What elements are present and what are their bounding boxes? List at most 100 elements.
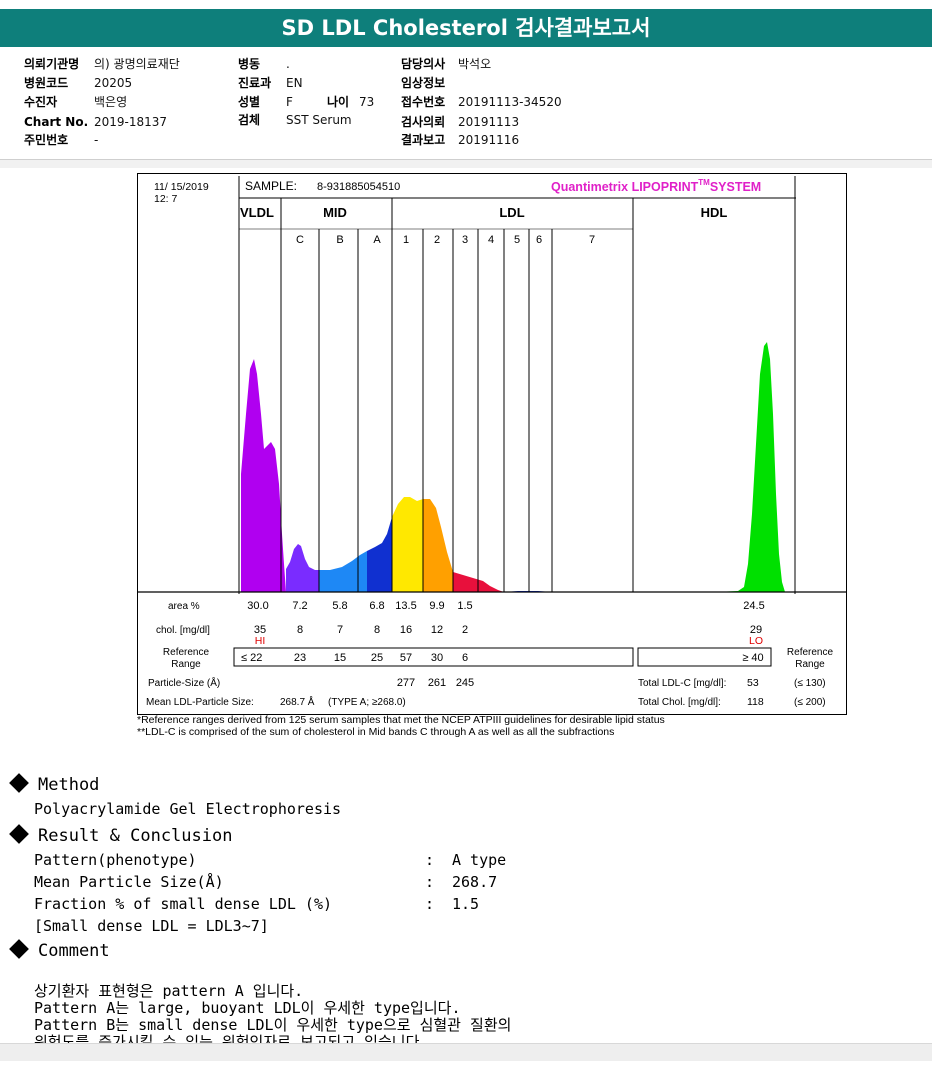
row-label-ref: Reference Range <box>163 647 210 670</box>
area-mid-c: 7.2 <box>292 600 307 612</box>
result-value-size: 268.7 <box>452 873 498 891</box>
rrn-field: 주민번호 - <box>24 133 99 147</box>
chart-no-field: Chart No. 2019-18137 <box>24 115 168 129</box>
sample-id: 8-931885054510 <box>317 181 400 193</box>
total-ldlc-label: Total LDL-C [mg/dl]: <box>638 678 726 689</box>
band-1: 1 <box>403 234 409 246</box>
total-chol-value: 118 <box>747 696 764 708</box>
result-value-pattern: A type <box>452 851 507 869</box>
section-separator <box>0 160 932 168</box>
footnote-2: **LDL-C is comprised of the sum of chole… <box>137 726 615 738</box>
comment-heading: Comment <box>6 939 110 961</box>
area-ldl2: 9.9 <box>429 600 444 612</box>
area-mid-b: 5.8 <box>332 600 347 612</box>
chol-ldl3: 2 <box>462 624 468 636</box>
chol-mid-a: 8 <box>374 624 380 636</box>
comment-line: 상기환자 표현형은 pattern A 입니다. <box>34 982 304 1000</box>
ldl2-peak <box>423 499 453 592</box>
report-date: 11/ 15/2019 <box>154 181 209 193</box>
group-hdl: HDL <box>701 205 728 220</box>
row-label-chol: chol. [mg/dl] <box>156 625 210 636</box>
method-text: Polyacrylamide Gel Electrophoresis <box>34 800 342 818</box>
chol-vldl: 35 <box>254 624 266 636</box>
result-label-size: Mean Particle Size(Å) <box>34 873 224 891</box>
chol-mid-b: 7 <box>337 624 343 636</box>
group-vldl: VLDL <box>240 205 274 220</box>
total-ldlc-value: 53 <box>747 677 759 689</box>
result-colon: : <box>425 851 435 869</box>
diamond-bullet-icon <box>9 939 29 959</box>
total-chol-ref: (≤ 200) <box>794 697 826 708</box>
report-date-field: 결과보고 20191116 <box>401 133 520 147</box>
total-ldlc-ref: (≤ 130) <box>794 678 826 689</box>
comment-line: Pattern A는 large, buoyant LDL이 우세한 type입… <box>34 999 461 1017</box>
chol-mid-c: 8 <box>297 624 303 636</box>
lipoprint-chart: 11/ 15/2019 12: 7 SAMPLE: 8-931885054510… <box>138 176 846 708</box>
mid-c-peak <box>286 544 319 592</box>
result-value-fraction: 1.5 <box>452 895 480 913</box>
patient-info: 의뢰기관명 의) 광명의료재단 병원코드 20205 수진자 백은영 Chart No… <box>0 55 932 160</box>
row-label-ref-right: Reference Range <box>787 647 834 670</box>
method-heading: Method <box>6 773 99 795</box>
lo-flag: LO <box>749 635 763 647</box>
patient-field: 수진자 백은영 <box>24 95 128 109</box>
receipt-field: 접수번호 20191113-34520 <box>401 95 562 109</box>
area-ldl3: 1.5 <box>457 600 472 612</box>
total-chol-label: Total Chol. [mg/dl]: <box>638 697 721 708</box>
ref-mid-b: 15 <box>334 652 346 664</box>
comment-line: Pattern B는 small dense LDL이 우세한 type으로 심… <box>34 1016 512 1034</box>
chol-hdl: 29 <box>750 624 762 636</box>
sample-label: SAMPLE: <box>245 179 297 193</box>
ward-field: 병동. <box>238 57 290 71</box>
footnote-1: *Reference ranges derived from 125 serum… <box>137 714 665 726</box>
ref-ldl3: 6 <box>462 652 468 664</box>
result-heading: Result & Conclusion <box>6 824 232 846</box>
specimen-field: 검체 SST Serum <box>238 113 352 127</box>
band-a: A <box>373 234 381 246</box>
vldl-peak <box>241 359 286 592</box>
result-note: [Small dense LDL = LDL3~7] <box>34 917 269 935</box>
mean-ldl-type: (TYPE A; ≥268.0) <box>328 697 406 708</box>
report-title: SD LDL Cholesterol 검사결과보고서 <box>0 9 932 47</box>
area-ldl1: 13.5 <box>395 600 416 612</box>
mid-b-peak <box>319 551 367 592</box>
result-label-pattern: Pattern(phenotype) <box>34 851 197 869</box>
clinical-field: 임상정보 <box>401 76 446 90</box>
result-colon: : <box>425 873 435 891</box>
code-field: 병원코드 20205 <box>24 76 133 90</box>
area-hdl: 24.5 <box>743 600 764 612</box>
age-field: 나이 73 <box>327 95 375 109</box>
group-ldl: LDL <box>499 205 524 220</box>
bottom-scroll-area[interactable] <box>0 1043 932 1061</box>
particle-size-ldl1: 277 <box>397 677 415 689</box>
chol-ldl2: 12 <box>431 624 443 636</box>
ref-hdl: ≥ 40 <box>742 652 763 664</box>
mean-ldl-value: 268.7 Å <box>280 695 315 708</box>
ldl1-peak <box>392 497 423 592</box>
ref-range-box-left <box>233 647 634 667</box>
footnotes: *Reference ranges derived from 125 serum… <box>137 714 665 738</box>
hospital-field: 의뢰기관명 의) 광명의료재단 <box>24 57 180 71</box>
group-mid: MID <box>323 205 347 220</box>
band-2: 2 <box>434 234 440 246</box>
ref-mid-a: 25 <box>371 652 383 664</box>
mid-a-peak <box>367 517 392 592</box>
band-b: B <box>336 234 343 246</box>
ref-ldl1: 57 <box>400 652 412 664</box>
band-c: C <box>296 234 304 246</box>
band-4: 4 <box>488 234 494 246</box>
dept-field: 진료과 EN <box>238 76 303 90</box>
ref-ldl2: 30 <box>431 652 443 664</box>
band-7: 7 <box>589 234 595 246</box>
ref-range-box-right <box>637 647 772 667</box>
report-time: 12: 7 <box>154 193 178 205</box>
request-field: 검사의뢰 20191113 <box>401 115 520 129</box>
band-5: 5 <box>514 234 520 246</box>
chol-ldl1: 16 <box>400 624 412 636</box>
hdl-peak <box>715 342 785 592</box>
diamond-bullet-icon <box>9 824 29 844</box>
comment-text: 상기환자 표현형은 pattern A 입니다. Pattern A는 large… <box>34 966 511 1068</box>
lipoprint-report: 11/ 15/2019 12: 7 SAMPLE: 8-931885054510… <box>137 173 847 715</box>
band-6: 6 <box>536 234 542 246</box>
mean-ldl-label: Mean LDL-Particle Size: <box>146 697 254 708</box>
